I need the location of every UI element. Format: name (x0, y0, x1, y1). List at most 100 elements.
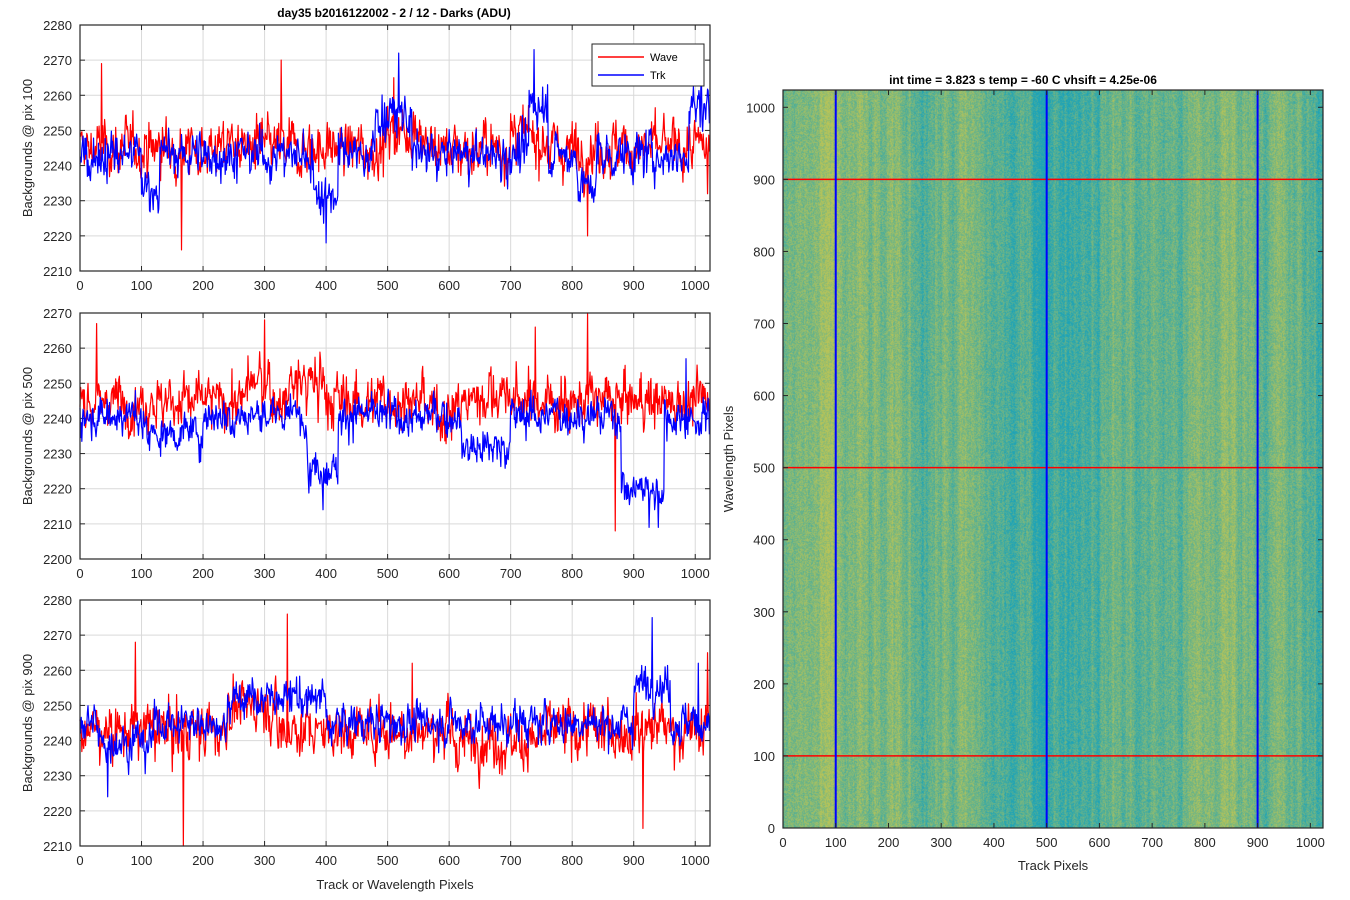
x-tick-label: 300 (254, 853, 276, 868)
x-tick-label: 600 (438, 853, 460, 868)
x-tick-label: 900 (623, 566, 645, 581)
x-tick-label: 600 (438, 566, 460, 581)
axes-frame (79, 312, 711, 560)
y-tick-label: 2270 (43, 306, 72, 321)
y-tick-label: 2220 (43, 804, 72, 819)
x-tick-label: 1000 (681, 853, 710, 868)
x-tick-label: 800 (1194, 835, 1216, 850)
y-tick-label: 2230 (43, 194, 72, 209)
x-tick-label: 700 (500, 278, 522, 293)
y-axis-label: Backgrounds @ pix 100 (20, 79, 35, 217)
series-line-trk (79, 49, 710, 244)
series-line-wave (79, 312, 710, 532)
x-tick-label: 100 (131, 566, 153, 581)
y-tick-label: 2200 (43, 552, 72, 567)
legend-box (591, 43, 705, 87)
x-tick-label: 0 (779, 835, 786, 850)
y-tick-label: 2240 (43, 159, 72, 174)
y-axis-label: Wavelength Pixels (721, 405, 736, 512)
y-tick-label: 900 (753, 172, 775, 187)
y-tick-label: 200 (753, 677, 775, 692)
y-tick-label: 2270 (43, 628, 72, 643)
y-axis-label: Backgrounds @ pix 500 (20, 367, 35, 505)
y-tick-label: 100 (753, 749, 775, 764)
x-tick-label: 0 (76, 853, 83, 868)
y-tick-label: 1000 (746, 100, 775, 115)
x-tick-label: 900 (1247, 835, 1269, 850)
legend: Wave Trk (591, 43, 705, 87)
x-tick-label: 900 (623, 278, 645, 293)
y-tick-label: 2210 (43, 839, 72, 854)
y-tick-label: 2220 (43, 482, 72, 497)
x-axis-label: Track or Wavelength Pixels (316, 877, 474, 892)
image-panel: int time = 3.823 s temp = -60 C vhsift =… (721, 73, 1325, 873)
y-tick-label: 300 (753, 605, 775, 620)
x-tick-label: 1000 (1296, 835, 1325, 850)
y-tick-label: 2210 (43, 264, 72, 279)
x-tick-label: 600 (1089, 835, 1111, 850)
y-tick-label: 2250 (43, 123, 72, 138)
x-tick-label: 500 (377, 853, 399, 868)
y-tick-label: 2260 (43, 88, 72, 103)
y-tick-label: 2280 (43, 18, 72, 33)
x-tick-label: 400 (983, 835, 1005, 850)
x-tick-label: 800 (561, 566, 583, 581)
legend-label-trk: Trk (650, 70, 666, 82)
x-tick-label: 300 (254, 278, 276, 293)
x-tick-label: 400 (315, 853, 337, 868)
y-tick-label: 700 (753, 317, 775, 332)
y-tick-label: 800 (753, 244, 775, 259)
x-tick-label: 800 (561, 853, 583, 868)
legend-label-wave: Wave (650, 52, 678, 64)
x-tick-label: 100 (131, 853, 153, 868)
x-tick-label: 100 (131, 278, 153, 293)
series-line-wave (79, 613, 710, 847)
x-tick-label: 600 (438, 278, 460, 293)
y-tick-label: 2230 (43, 447, 72, 462)
y-tick-label: 2220 (43, 229, 72, 244)
plot-backgrounds-pix500: 0 100 200 300 400 500 600 700 800 900 1000 2200 2210… (20, 306, 711, 581)
y-tick-label: 600 (753, 389, 775, 404)
x-tick-label: 500 (377, 278, 399, 293)
y-tick-label: 400 (753, 533, 775, 548)
series-line-trk (79, 358, 710, 528)
x-tick-label: 500 (1036, 835, 1058, 850)
x-tick-label: 100 (825, 835, 847, 850)
y-tick-label: 2260 (43, 341, 72, 356)
x-axis-label: Track Pixels (1018, 858, 1089, 873)
plot-backgrounds-pix100: 0 100 200 300 400 500 600 700 800 900 1000 2210 2220… (20, 18, 711, 293)
plot-background (80, 313, 710, 559)
y-tick-label: 2250 (43, 698, 72, 713)
y-tick-label: 2260 (43, 663, 72, 678)
plot-backgrounds-pix900: 0 100 200 300 400 500 600 700 800 900 1000 2210 2220… (20, 593, 711, 892)
image-title: int time = 3.823 s temp = -60 C vhsift =… (889, 73, 1157, 87)
heatmap-image (783, 90, 1323, 828)
y-tick-label: 2210 (43, 517, 72, 532)
y-tick-label: 500 (753, 461, 775, 476)
x-tick-label: 200 (192, 853, 214, 868)
y-tick-label: 2250 (43, 376, 72, 391)
x-tick-label: 200 (192, 278, 214, 293)
x-tick-label: 900 (623, 853, 645, 868)
x-tick-label: 500 (377, 566, 399, 581)
x-tick-label: 400 (315, 278, 337, 293)
x-tick-label: 300 (930, 835, 952, 850)
y-tick-label: 2270 (43, 53, 72, 68)
y-tick-label: 2230 (43, 769, 72, 784)
axes-frame (782, 89, 1324, 829)
axes-frame (79, 24, 711, 272)
x-tick-label: 1000 (681, 278, 710, 293)
x-tick-label: 700 (500, 566, 522, 581)
y-axis-label: Backgrounds @ pix 900 (20, 654, 35, 792)
x-tick-label: 700 (500, 853, 522, 868)
x-tick-label: 200 (192, 566, 214, 581)
y-tick-label: 0 (768, 821, 775, 836)
x-tick-label: 400 (315, 566, 337, 581)
x-tick-label: 200 (878, 835, 900, 850)
axes-frame (79, 599, 711, 847)
x-tick-label: 800 (561, 278, 583, 293)
x-tick-label: 300 (254, 566, 276, 581)
series-line-trk (79, 616, 710, 798)
x-tick-label: 700 (1141, 835, 1163, 850)
